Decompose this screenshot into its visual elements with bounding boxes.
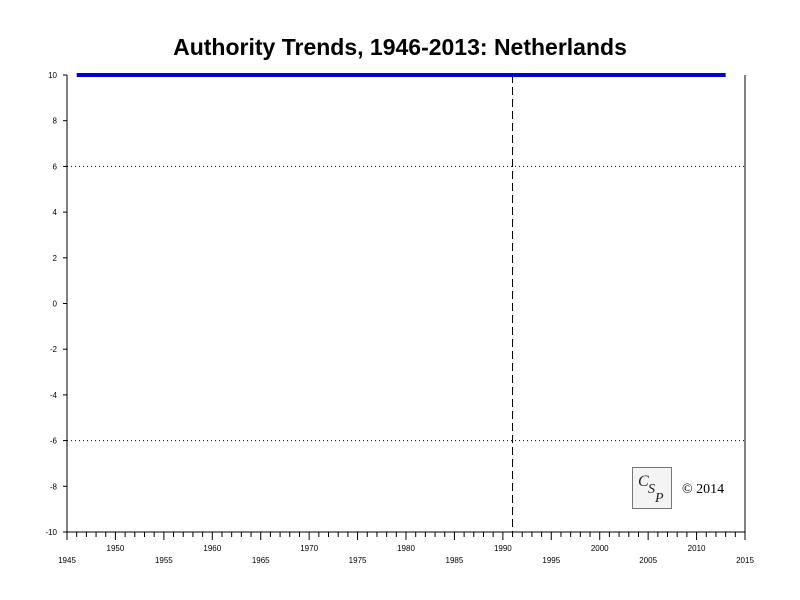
- svg-text:S: S: [648, 482, 655, 497]
- copyright-notice: © 2014: [682, 482, 725, 497]
- x-tick-label: 2015: [736, 556, 754, 565]
- y-tick-label: 0: [53, 300, 58, 309]
- x-tick-label: 1950: [107, 544, 125, 553]
- y-tick-label: 4: [53, 208, 58, 217]
- csp-logo: C S P: [632, 467, 672, 509]
- x-tick-label: 1955: [155, 556, 173, 565]
- y-tick-label: 8: [53, 117, 58, 126]
- y-tick-label: -6: [50, 437, 58, 446]
- y-tick-label: -8: [50, 482, 58, 491]
- x-tick-label: 1945: [58, 556, 76, 565]
- x-tick-label: 2000: [591, 544, 609, 553]
- svg-text:C: C: [638, 473, 649, 490]
- y-tick-label: -2: [50, 345, 58, 354]
- x-tick-label: 2010: [688, 544, 706, 553]
- x-tick-label: 1985: [446, 556, 464, 565]
- svg-text:P: P: [654, 491, 664, 506]
- y-tick-label: 6: [53, 162, 58, 171]
- x-tick-label: 1975: [349, 556, 367, 565]
- x-tick-label: 1995: [542, 556, 560, 565]
- csp-logo-mark: C S P: [638, 473, 664, 506]
- x-tick-label: 2005: [639, 556, 657, 565]
- chart-title: Authority Trends, 1946-2013: Netherlands: [173, 34, 627, 60]
- y-tick-label: -10: [45, 528, 57, 537]
- y-tick-label: 2: [53, 254, 58, 263]
- y-tick-label: 10: [48, 71, 57, 80]
- y-tick-label: -4: [50, 391, 58, 400]
- x-tick-label: 1970: [300, 544, 318, 553]
- x-tick-label: 1965: [252, 556, 270, 565]
- x-tick-label: 1980: [397, 544, 415, 553]
- x-tick-label: 1990: [494, 544, 512, 553]
- x-tick-label: 1960: [203, 544, 221, 553]
